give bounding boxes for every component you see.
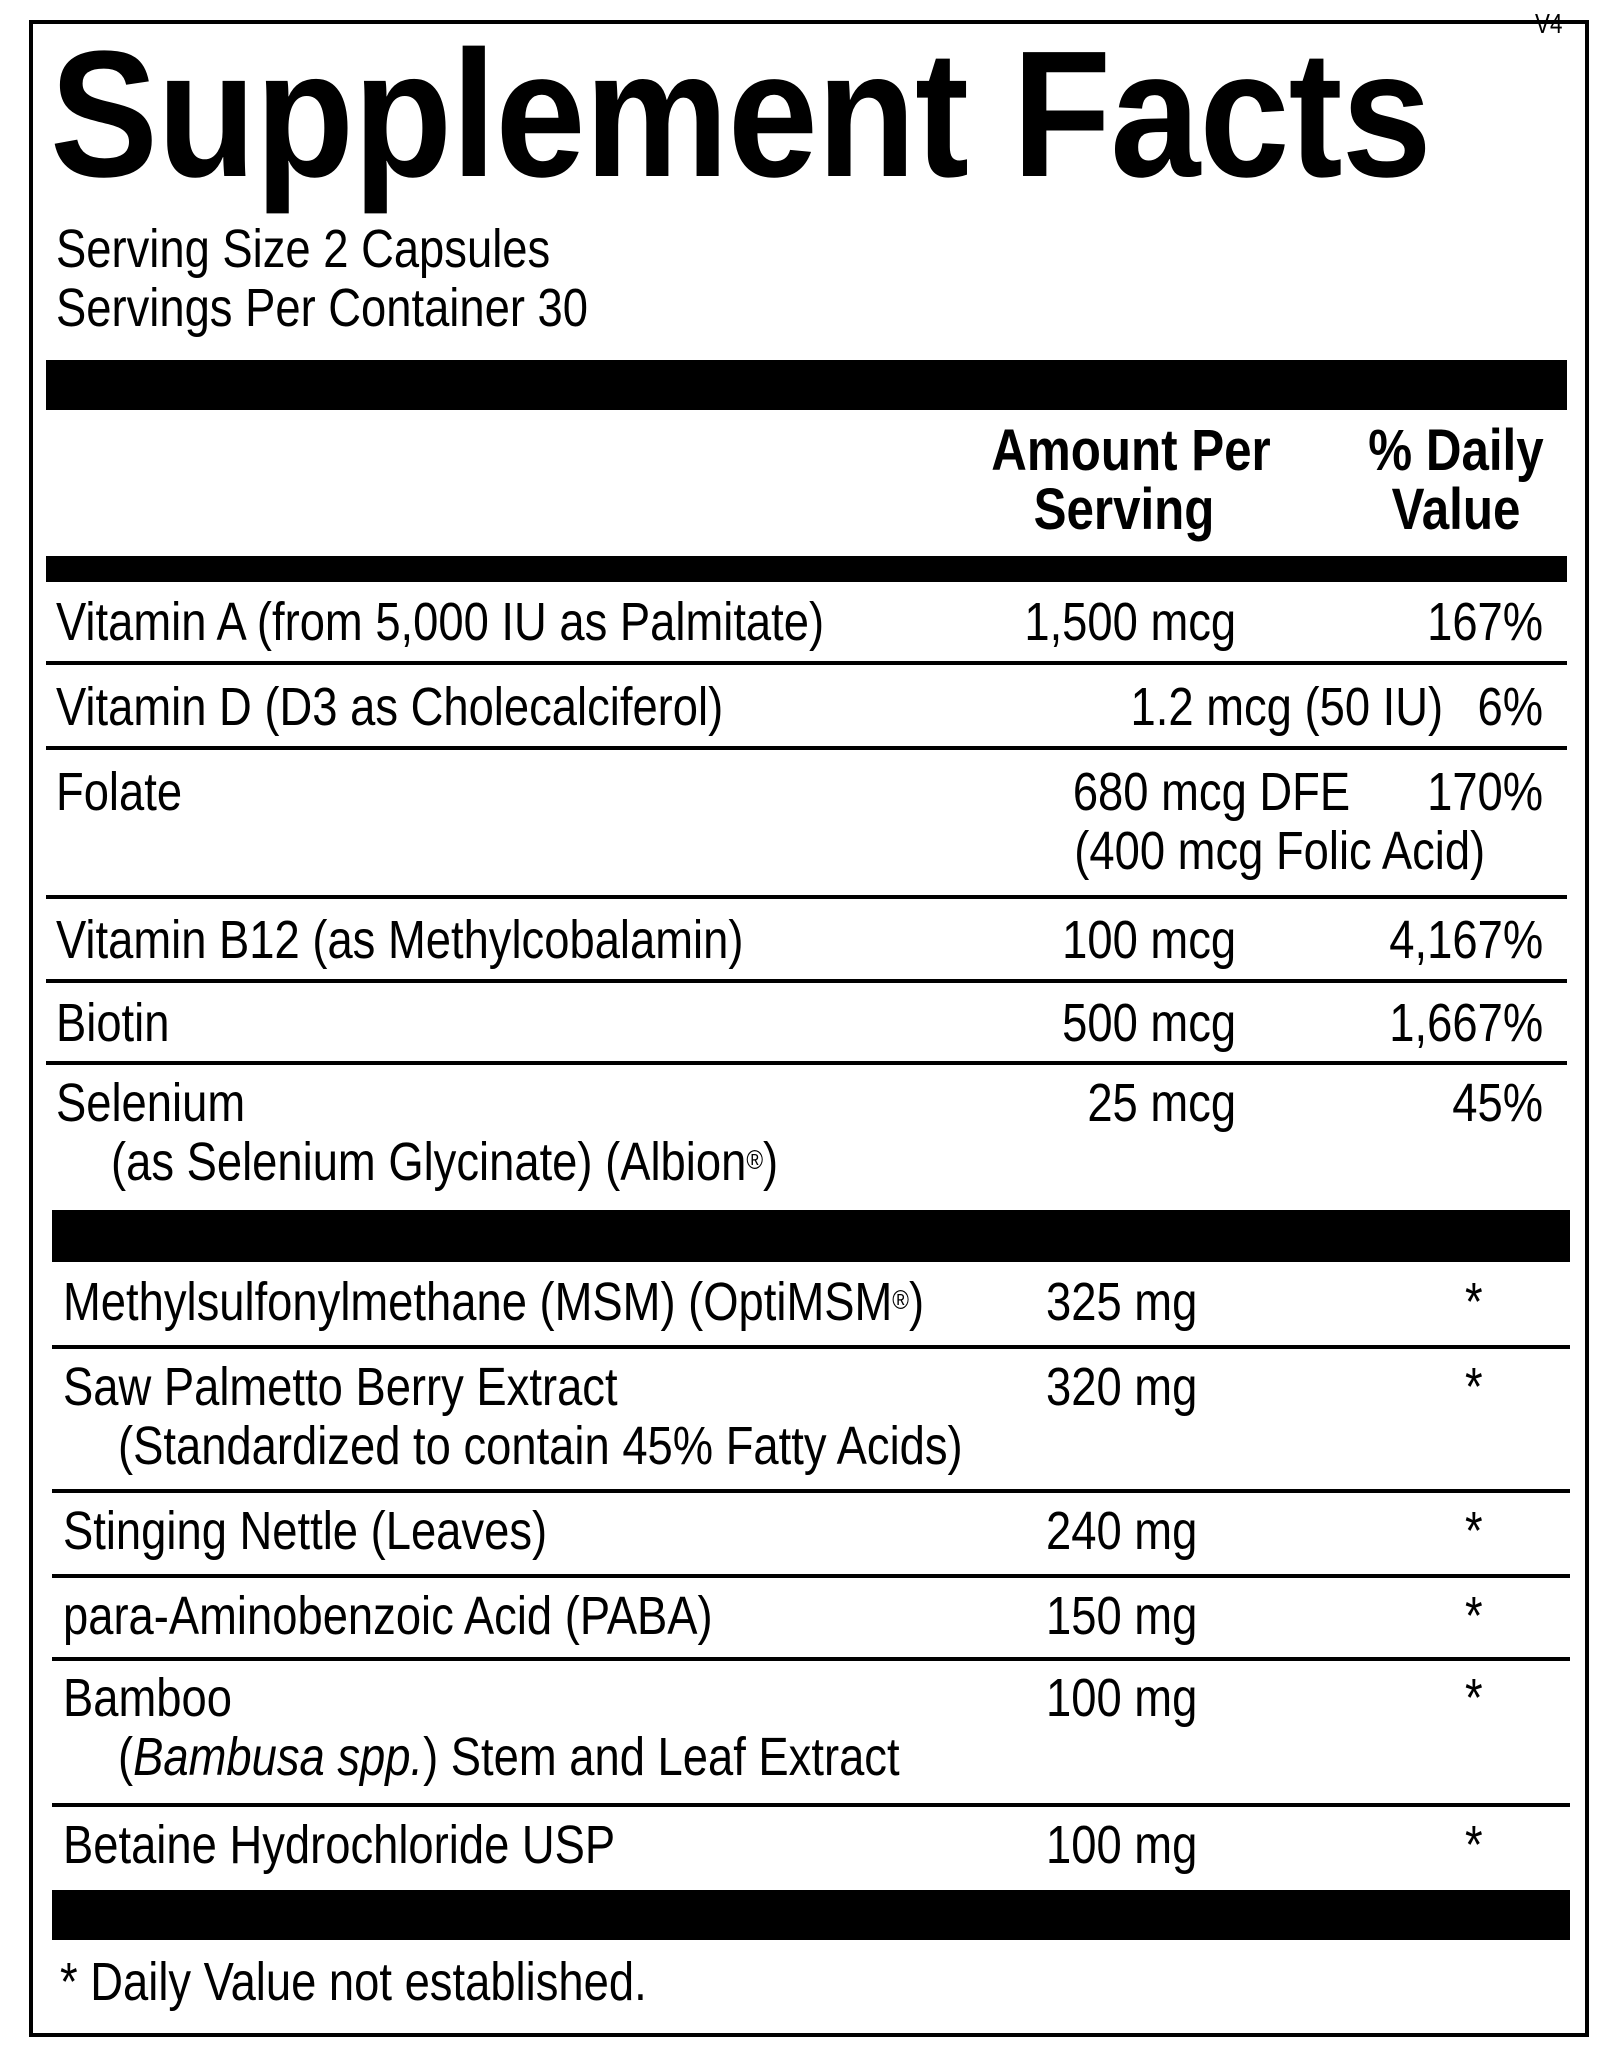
sub-text: ) Stem and Leaf Extract (423, 1727, 900, 1787)
name-text: Methylsulfonylmethane (MSM) (OptiMSM (63, 1272, 893, 1332)
nutrient-dv: 6% (1477, 677, 1543, 737)
nutrient-amount: 100 mcg (1062, 910, 1236, 970)
label-border (29, 20, 1589, 2037)
ingredient-name: para-Aminobenzoic Acid (PABA) (63, 1586, 713, 1646)
ingredient-name: Stinging Nettle (Leaves) (63, 1501, 548, 1561)
row-divider (52, 1574, 1570, 1578)
nutrient-name: Selenium (56, 1073, 246, 1133)
nutrient-name: Vitamin A (from 5,000 IU as Palmitate) (56, 592, 825, 652)
nutrient-name: Vitamin B12 (as Methylcobalamin) (56, 910, 744, 970)
ingredient-name: Bamboo (63, 1668, 232, 1728)
divider-bar-medium (46, 556, 1567, 582)
row-divider (46, 895, 1567, 899)
row-divider (46, 1061, 1567, 1065)
nutrient-dv: 170% (1426, 762, 1543, 822)
nutrient-amount: 680 mcg DFE (1072, 762, 1350, 822)
name-text: ) (909, 1272, 925, 1332)
footnote: * Daily Value not established. (60, 1952, 647, 2012)
nutrient-dv: 4,167% (1389, 910, 1543, 970)
nutrient-amount: 25 mcg (1087, 1073, 1236, 1133)
serving-size: Serving Size 2 Capsules (56, 219, 551, 279)
header-dv-line1: % Daily (1368, 418, 1544, 483)
divider-bar-thick (52, 1890, 1570, 1940)
nutrient-amount-sub: (400 mcg Folic Acid) (1074, 821, 1485, 881)
label-title: Supplement Facts (50, 14, 1432, 215)
ingredient-name-sub: (Bambusa spp.) Stem and Leaf Extract (118, 1730, 900, 1784)
botanical-name: Bambusa spp. (133, 1727, 424, 1787)
nutrient-amount: 1.2 mcg (50 IU) (1130, 677, 1443, 737)
registered-mark: ® (892, 1285, 910, 1315)
nutrient-name: Biotin (56, 993, 170, 1053)
row-divider (52, 1345, 1570, 1349)
ingredient-amount: 100 mg (1046, 1815, 1198, 1875)
nutrient-dv: 167% (1426, 592, 1543, 652)
version-mark: V4 (1535, 8, 1563, 39)
servings-per-container: Servings Per Container 30 (56, 278, 589, 338)
header-dv-line2: Value (1391, 477, 1521, 542)
ingredient-amount: 100 mg (1046, 1668, 1198, 1728)
ingredient-name: Betaine Hydrochloride USP (63, 1815, 616, 1875)
sub-text: ( (118, 1727, 134, 1787)
nutrient-dv: 1,667% (1389, 993, 1543, 1053)
ingredient-dv: * (1465, 1501, 1483, 1561)
nutrient-dv: 45% (1452, 1073, 1543, 1133)
ingredient-amount: 150 mg (1046, 1586, 1198, 1646)
ingredient-name: Methylsulfonylmethane (MSM) (OptiMSM®) (63, 1275, 924, 1329)
ingredient-amount: 320 mg (1046, 1357, 1198, 1417)
divider-bar-thick (52, 1210, 1570, 1262)
ingredient-amount: 325 mg (1046, 1272, 1198, 1332)
sub-text: (as Selenium Glycinate) (Albion (111, 1132, 747, 1192)
nutrient-name: Folate (56, 762, 183, 822)
divider-bar-thick (46, 360, 1567, 410)
nutrient-amount: 500 mcg (1062, 993, 1236, 1053)
nutrient-name: Vitamin D (D3 as Cholecalciferol) (56, 677, 724, 737)
row-divider (46, 746, 1567, 750)
nutrient-name-sub: (as Selenium Glycinate) (Albion®) (111, 1135, 778, 1189)
ingredient-dv: * (1465, 1668, 1483, 1728)
sub-text: ) (763, 1132, 779, 1192)
nutrient-amount: 1,500 mcg (1024, 592, 1236, 652)
ingredient-dv: * (1465, 1272, 1483, 1332)
header-amount-line1: Amount Per (991, 418, 1271, 483)
row-divider (52, 1489, 1570, 1493)
ingredient-dv: * (1465, 1815, 1483, 1875)
row-divider (46, 979, 1567, 983)
ingredient-name: Saw Palmetto Berry Extract (63, 1357, 618, 1417)
ingredient-dv: * (1465, 1357, 1483, 1417)
row-divider (52, 1803, 1570, 1807)
registered-mark: ® (746, 1145, 764, 1175)
ingredient-dv: * (1465, 1586, 1483, 1646)
row-divider (52, 1657, 1570, 1661)
header-amount-line2: Serving (1033, 477, 1215, 542)
row-divider (46, 661, 1567, 665)
ingredient-name-sub: (Standardized to contain 45% Fatty Acids… (118, 1416, 963, 1476)
ingredient-amount: 240 mg (1046, 1501, 1198, 1561)
